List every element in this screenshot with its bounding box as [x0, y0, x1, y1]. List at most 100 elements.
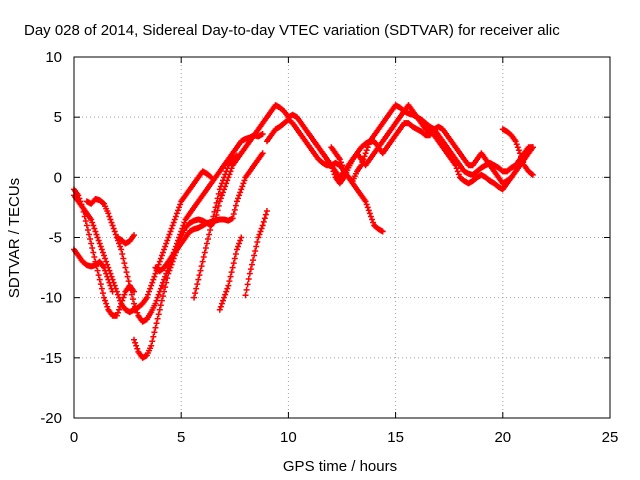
data-series-3	[71, 168, 215, 316]
data-point	[197, 267, 204, 274]
data-series-15	[499, 126, 536, 178]
data-point	[362, 150, 369, 157]
data-point	[229, 215, 236, 222]
data-point	[156, 258, 163, 265]
data-point	[358, 162, 365, 169]
data-series-8	[191, 152, 240, 301]
data-point	[96, 276, 103, 283]
data-point	[107, 270, 114, 277]
data-point	[455, 171, 462, 178]
data-point	[171, 216, 178, 223]
x-axis-label: GPS time / hours	[283, 458, 397, 475]
data-point	[149, 279, 156, 286]
data-point	[159, 293, 166, 300]
data-point	[230, 260, 237, 267]
data-point	[231, 255, 238, 262]
data-point	[214, 207, 221, 214]
data-point	[199, 258, 206, 265]
data-point	[90, 249, 97, 256]
data-point	[206, 231, 213, 238]
data-point	[218, 192, 225, 199]
data-point	[121, 260, 128, 267]
data-point	[248, 261, 255, 268]
y-tick-label: -10	[40, 290, 62, 307]
data-point	[123, 269, 130, 276]
data-point	[108, 273, 115, 280]
data-point	[94, 234, 101, 241]
data-point	[96, 240, 103, 247]
data-point	[107, 216, 114, 223]
data-point	[236, 192, 243, 199]
data-point	[365, 207, 372, 214]
data-point	[218, 300, 225, 307]
data-point	[112, 231, 119, 238]
data-point	[211, 208, 218, 215]
data-point	[151, 273, 158, 280]
data-point	[515, 147, 522, 154]
data-series-5	[113, 232, 138, 247]
data-point	[118, 246, 125, 253]
data-point	[155, 261, 162, 268]
y-tick-label: -20	[40, 410, 62, 427]
data-point	[363, 201, 370, 208]
data-point	[255, 234, 262, 241]
data-point	[162, 243, 169, 250]
data-point	[153, 320, 160, 327]
data-point	[97, 281, 104, 288]
data-point	[119, 251, 126, 258]
data-point	[196, 272, 203, 279]
data-point	[97, 243, 104, 250]
data-point	[103, 258, 110, 265]
data-point	[156, 306, 163, 313]
data-series-12	[285, 102, 536, 181]
data-point	[260, 218, 267, 225]
data-point	[259, 222, 266, 229]
data-point	[87, 236, 94, 243]
data-point	[158, 252, 165, 259]
data-point	[176, 204, 183, 211]
data-point	[90, 222, 97, 229]
data-point	[220, 189, 227, 196]
data-point	[232, 251, 239, 258]
y-axis-label: SDTVAR / TECUs	[6, 178, 23, 298]
data-point	[106, 213, 113, 220]
data-point	[213, 211, 220, 218]
data-point	[235, 243, 242, 250]
data-point	[89, 219, 96, 226]
data-point	[339, 162, 345, 169]
data-point	[121, 291, 128, 298]
data-point	[236, 240, 243, 247]
data-series-2	[71, 246, 116, 295]
data-point	[168, 261, 175, 268]
data-point	[245, 276, 252, 283]
data-point	[150, 276, 157, 283]
data-point	[244, 281, 251, 288]
data-point	[122, 264, 129, 271]
data-point	[112, 285, 119, 292]
x-tick-label: 5	[177, 429, 185, 446]
data-point	[238, 234, 245, 241]
data-series-11	[263, 116, 386, 235]
data-point	[215, 202, 222, 209]
y-tick-label: 10	[45, 49, 62, 66]
data-point	[232, 202, 239, 209]
data-point	[148, 342, 155, 349]
data-point	[91, 225, 98, 232]
data-point	[163, 279, 170, 286]
data-point	[86, 231, 93, 238]
data-point	[235, 195, 242, 202]
data-point	[133, 342, 140, 349]
x-axis-ticks: 0 5 10 15 20 25	[70, 57, 618, 446]
data-point	[114, 309, 121, 316]
data-point	[106, 267, 113, 274]
data-point	[247, 266, 254, 273]
data-point	[88, 240, 95, 247]
data-point	[113, 312, 120, 319]
data-point	[101, 294, 108, 301]
data-point	[259, 131, 266, 138]
data-point	[83, 222, 90, 229]
data-point	[209, 217, 216, 224]
data-point	[109, 276, 116, 283]
data-point	[98, 246, 105, 253]
data-point	[233, 152, 240, 159]
